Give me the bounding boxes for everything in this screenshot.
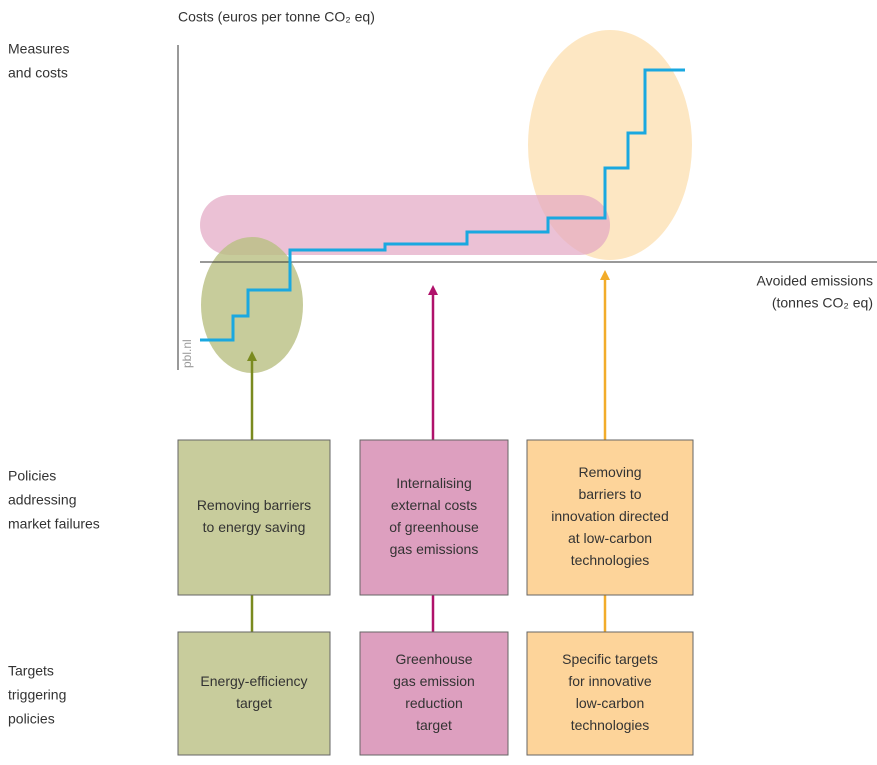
box-text: target [416, 717, 452, 733]
box-text: low-carbon [576, 695, 644, 711]
box-text: external costs [391, 497, 477, 513]
box [177, 631, 331, 756]
box-text: Specific targets [562, 651, 658, 667]
box-text: gas emission [393, 673, 475, 689]
box-text: Removing barriers [197, 497, 311, 513]
box-text: barriers to [578, 486, 641, 502]
box-text: at low-carbon [568, 530, 652, 546]
y-axis-label: Costs (euros per tonne CO₂ eq) [178, 9, 375, 25]
source: pbl.nl [180, 339, 194, 368]
row-label: Targets [8, 663, 54, 679]
box-text: Removing [578, 464, 641, 480]
row-label: policies [8, 711, 55, 727]
box-text: for innovative [568, 673, 651, 689]
box-text: technologies [571, 717, 650, 733]
box-text: of greenhouse [389, 519, 479, 535]
x-axis-label: (tonnes CO₂ eq) [772, 295, 873, 311]
box [177, 439, 331, 596]
ellipse [200, 195, 610, 255]
box-text: Energy-efficiency [200, 673, 307, 689]
box-text: innovation directed [551, 508, 669, 524]
box [359, 439, 509, 596]
box-text: to energy saving [203, 519, 306, 535]
box-text: reduction [405, 695, 463, 711]
box-text: technologies [571, 552, 650, 568]
row-label: market failures [8, 516, 100, 532]
row-label: triggering [8, 687, 66, 703]
box-text: gas emissions [390, 541, 479, 557]
box-text: target [236, 695, 272, 711]
box [359, 631, 509, 756]
x-axis-label: Avoided emissions [757, 273, 873, 289]
ellipse [201, 237, 303, 373]
row-label: Policies [8, 468, 56, 484]
box-text: Greenhouse [395, 651, 472, 667]
row-label: and costs [8, 65, 68, 81]
row-label: addressing [8, 492, 77, 508]
box [526, 439, 694, 596]
box-text: Internalising [396, 475, 472, 491]
cost-curve [200, 68, 685, 342]
box [526, 631, 694, 756]
row-label: Measures [8, 41, 69, 57]
